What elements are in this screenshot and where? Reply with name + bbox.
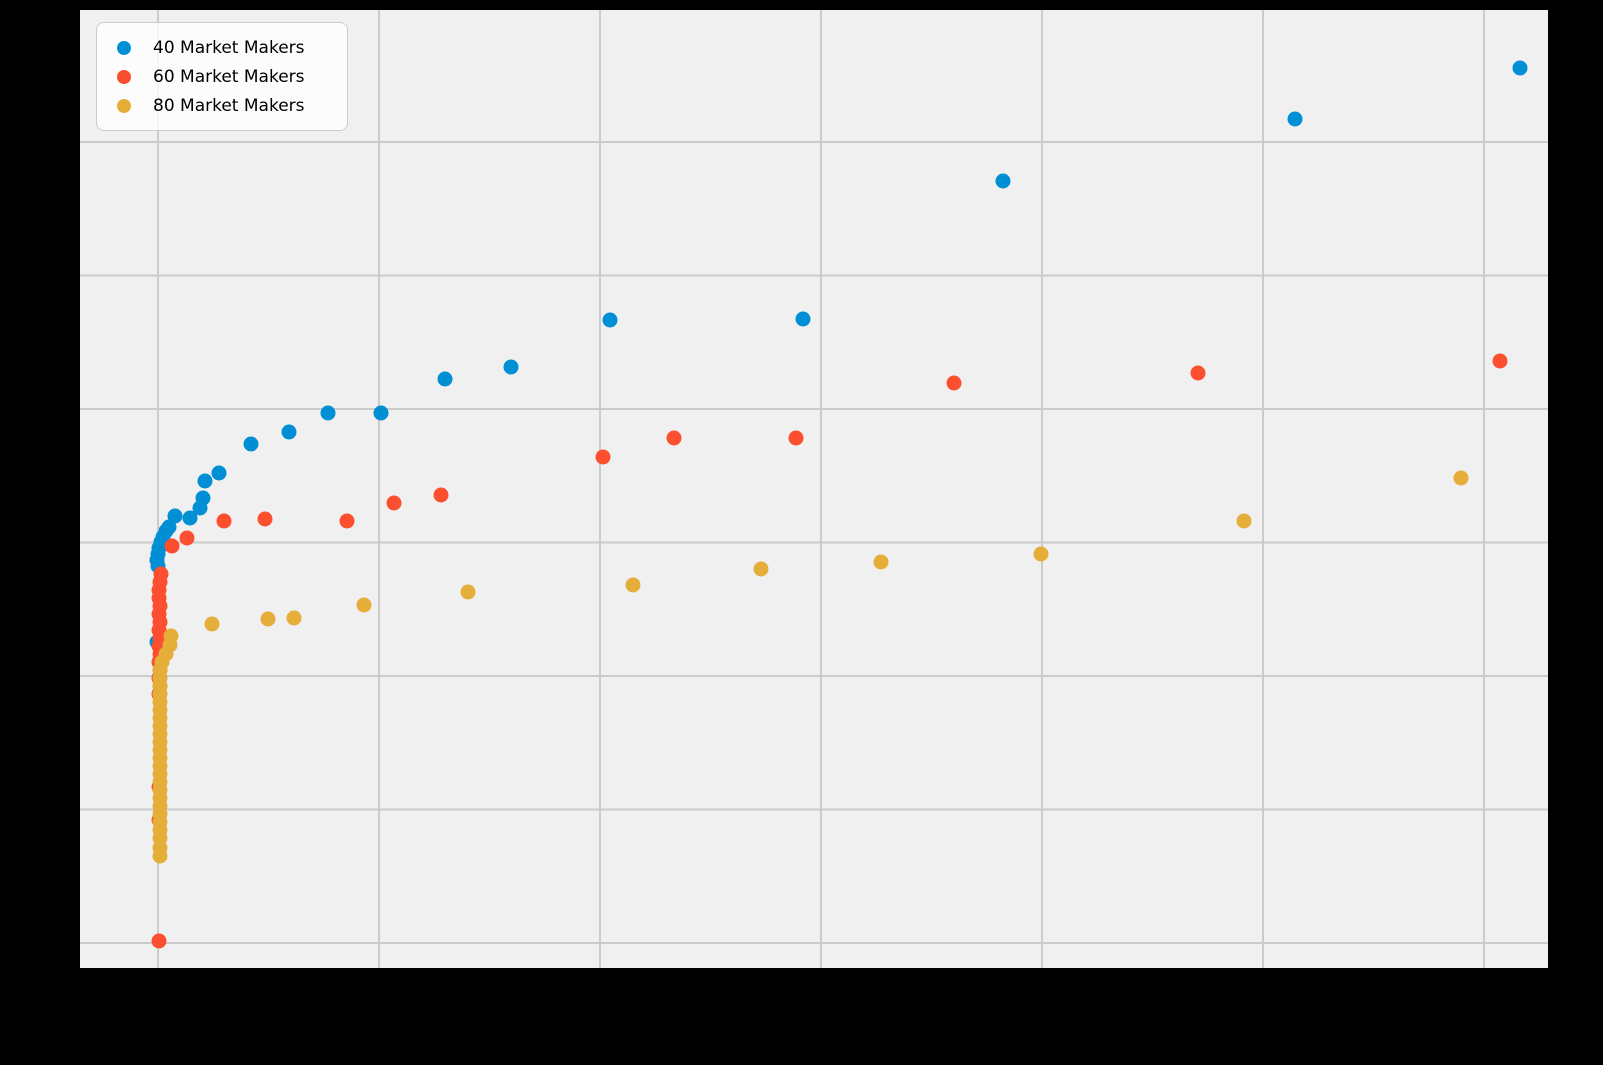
plot-area: 40 Market Makers 60 Market Makers 80 Mar… — [80, 10, 1548, 968]
legend-item-60-market-makers: 60 Market Makers — [117, 62, 333, 91]
legend-marker-dot-icon — [117, 98, 131, 113]
legend-marker-dot-icon — [117, 40, 131, 55]
scatter-plot — [80, 10, 1548, 968]
legend-item-80-market-makers: 80 Market Makers — [117, 91, 333, 120]
legend: 40 Market Makers 60 Market Makers 80 Mar… — [96, 22, 348, 131]
legend-item-40-market-makers: 40 Market Makers — [117, 33, 333, 62]
legend-label: 40 Market Makers — [153, 37, 305, 58]
legend-label: 80 Market Makers — [153, 95, 305, 116]
legend-label: 60 Market Makers — [153, 66, 305, 87]
legend-marker-dot-icon — [117, 69, 131, 84]
